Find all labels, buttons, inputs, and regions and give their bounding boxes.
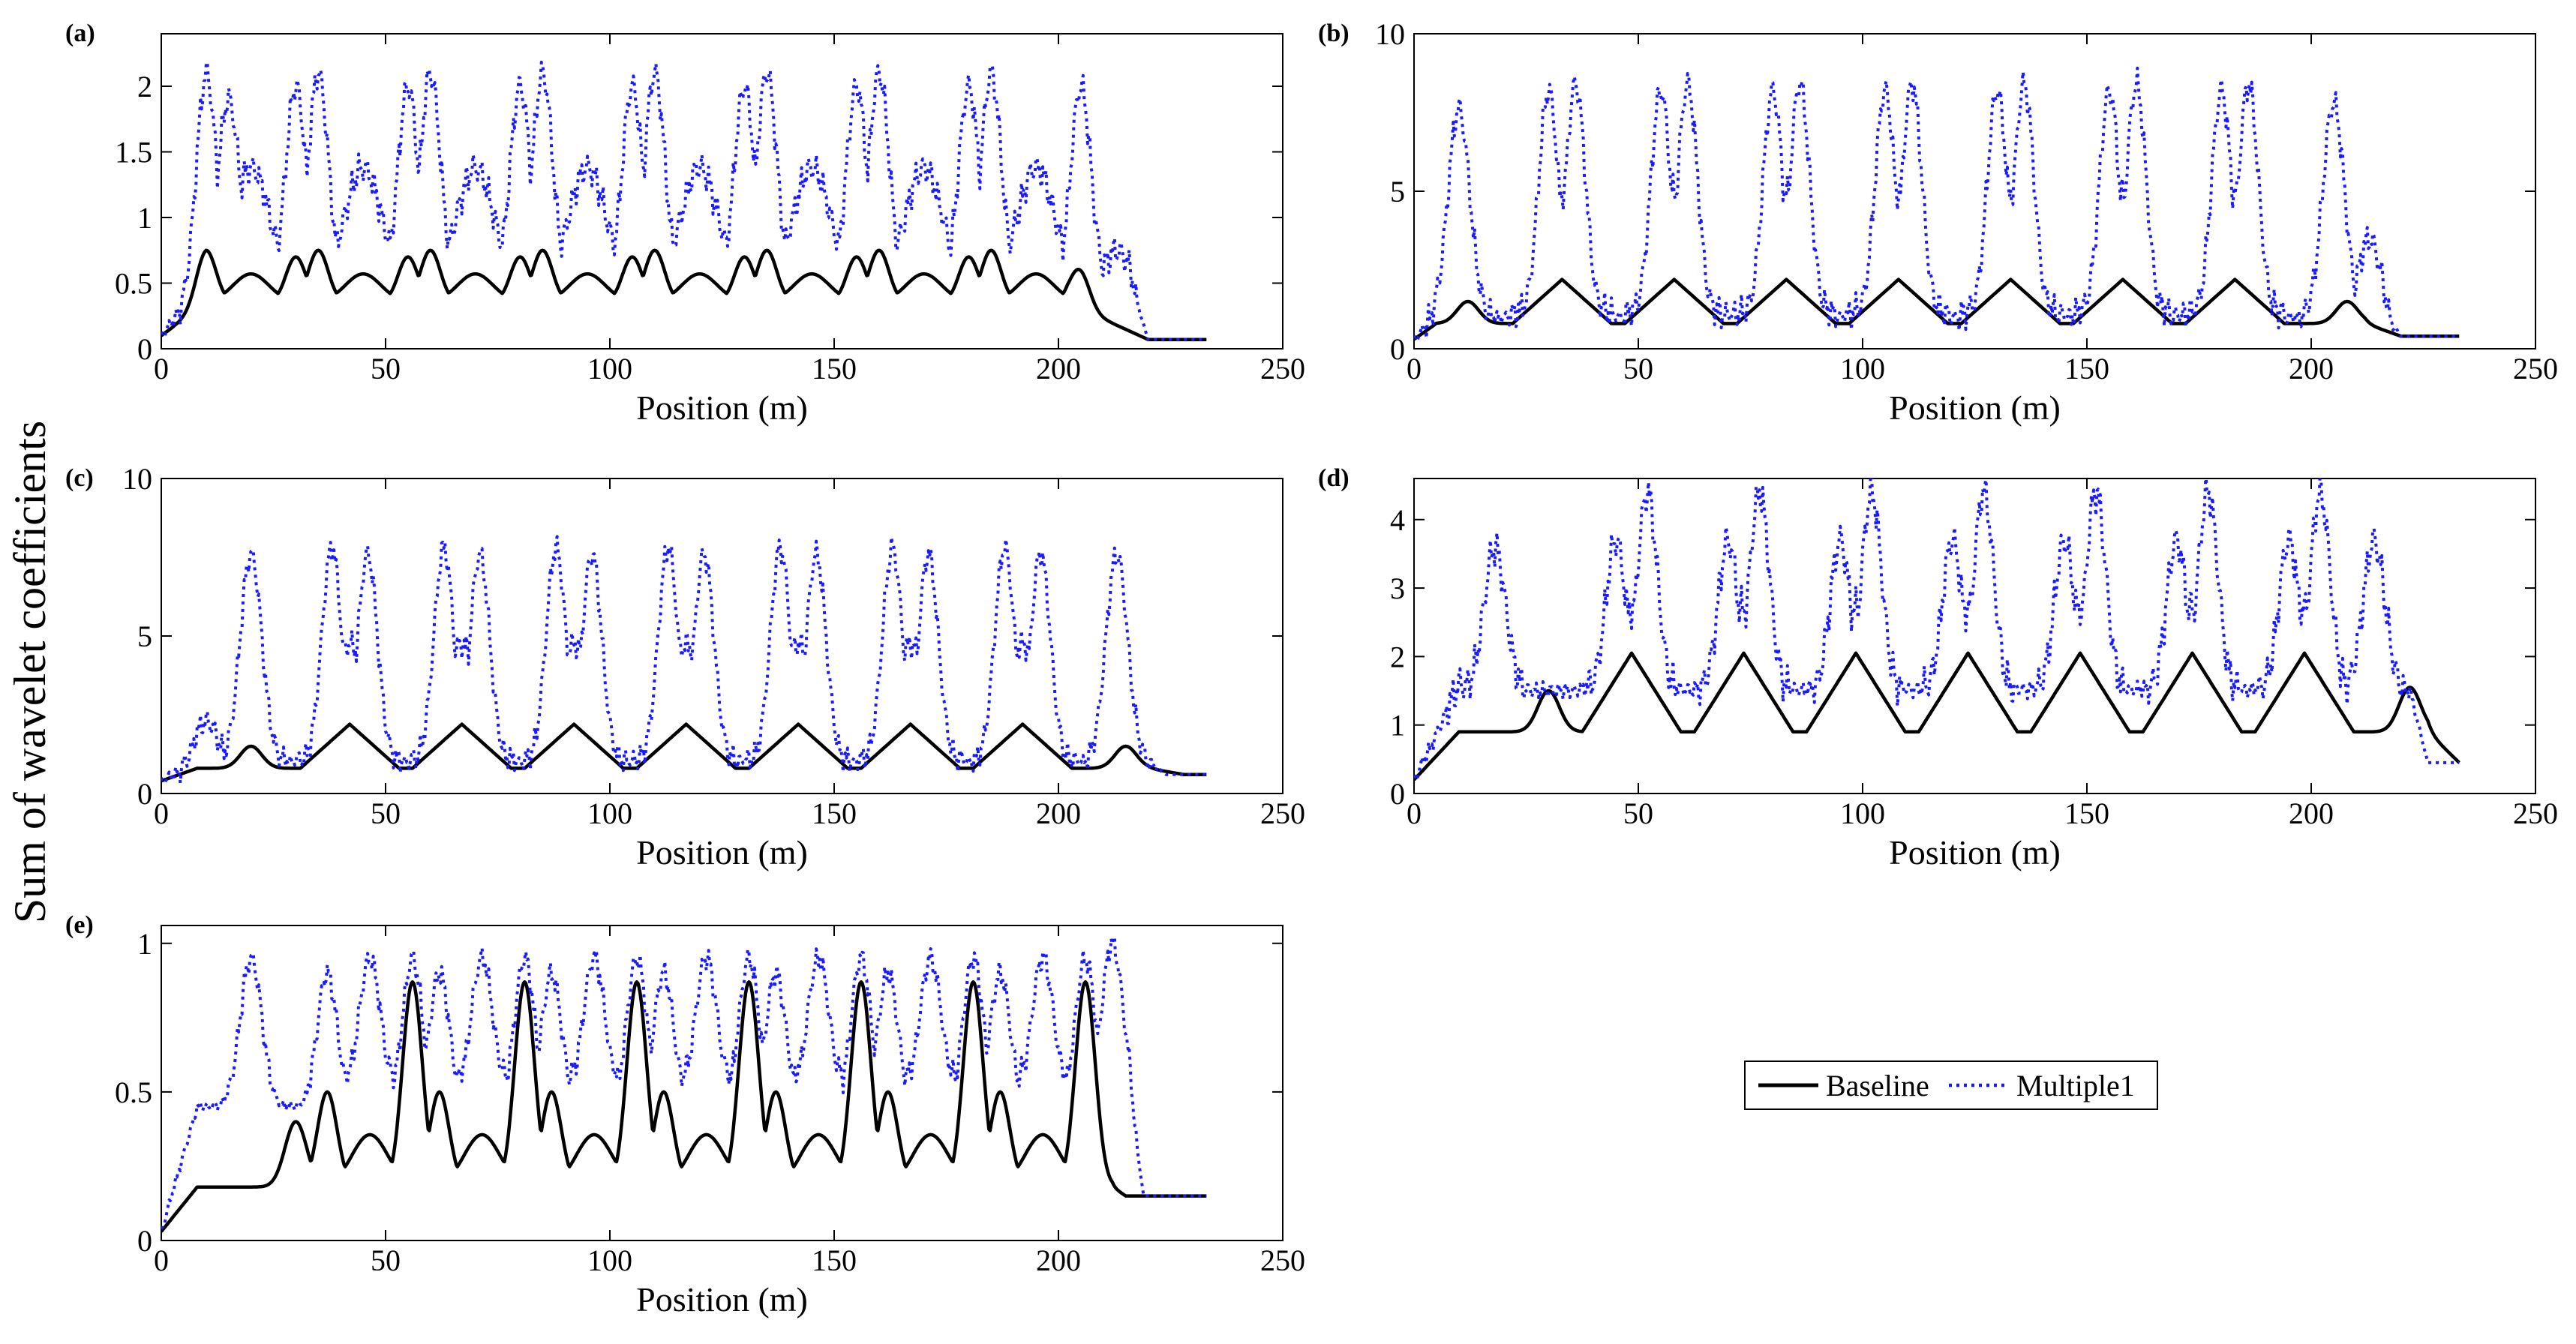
panel-e-xtick-label: 150 [812, 1244, 857, 1277]
panel-d-ytick-label: 4 [1390, 503, 1405, 537]
panel-a-series-baseline [161, 248, 1208, 342]
panel-a-ytick-label: 1 [137, 201, 152, 235]
panel-b-xtick-label: 150 [2064, 352, 2109, 386]
panel-a-ytick-label: 0.5 [115, 267, 152, 301]
panel-b-label: (b) [1318, 20, 1350, 47]
panel-c-ytick-label: 10 [122, 462, 152, 496]
panel-e-ytick-label: 1 [137, 927, 152, 961]
panel-b-xtick-label: 50 [1623, 352, 1653, 386]
panel-c-xtick-label: 0 [154, 796, 169, 830]
panel-a-x-axis-label: Position (m) [636, 388, 808, 427]
panel-a-xtick-label: 100 [587, 352, 632, 386]
panel-c-ytick-label: 0 [137, 777, 152, 811]
panel-a-label: (a) [65, 20, 95, 47]
panel-c-xtick-label: 100 [587, 796, 632, 830]
panel-c-label: (c) [65, 464, 94, 492]
panel-c-xtick-label: 250 [1260, 796, 1305, 830]
panel-e-xtick-label: 200 [1036, 1244, 1081, 1277]
panel-a-series-multiple1 [161, 60, 1207, 341]
legend-label-multiple1: Multiple1 [2016, 1069, 2135, 1102]
panel-a-xtick-label: 0 [154, 352, 169, 386]
panel-a: 0 50 100 150 200 250 0 0.5 1 1.5 2 Position (m) (a) [65, 20, 1305, 427]
panel-a-ytick-label: 0 [137, 332, 152, 366]
panel-b-xtick-label: 200 [2289, 352, 2334, 386]
panel-a-xtick-label: 200 [1036, 352, 1081, 386]
panel-b-xtick-label: 100 [1840, 352, 1885, 386]
panel-b-ytick-label: 5 [1390, 175, 1405, 208]
panel-b-xtick-label: 0 [1407, 352, 1422, 386]
panel-c-ytick-label: 5 [137, 620, 152, 653]
panel-b-ytick-label: 10 [1375, 17, 1405, 51]
panel-e-axes-box [161, 925, 1283, 1241]
panel-b-x-axis-label: Position (m) [1889, 388, 2061, 427]
panel-d-series-baseline [1414, 651, 2460, 782]
panel-e-xtick-label: 250 [1260, 1244, 1305, 1277]
panel-d-axes-box [1413, 478, 2536, 794]
panel-e-xtick-label: 0 [154, 1244, 169, 1277]
panel-d-xtick-label: 0 [1407, 796, 1422, 830]
panel-b-series-multiple1 [1414, 66, 2460, 342]
panel-d-xtick-label: 200 [2289, 796, 2334, 830]
panel-e-xtick-label: 50 [371, 1244, 401, 1277]
panel-e-label: (e) [65, 911, 94, 939]
figure-y-axis-label: Sum of wavelet coefficients [5, 421, 55, 923]
panel-a-ytick-label: 2 [137, 70, 152, 104]
panel-e-series-baseline [161, 980, 1208, 1233]
panel-c-series-baseline [161, 722, 1208, 783]
panel-c-xtick-label: 150 [812, 796, 857, 830]
panel-c-series-multiple1 [161, 535, 1207, 784]
panel-b-xtick-label: 250 [2513, 352, 2558, 386]
panel-e-xtick-label: 100 [587, 1244, 632, 1277]
legend-label-baseline: Baseline [1826, 1069, 1929, 1102]
panel-a-xtick-label: 50 [371, 352, 401, 386]
panel-d: 0 50 100 150 200 250 0 1 2 3 4 Position (m) (d) [1318, 464, 2558, 872]
panel-b-ytick-label: 0 [1390, 332, 1405, 366]
panel-d-x-axis-label: Position (m) [1889, 833, 2061, 872]
panel-d-xtick-label: 100 [1840, 796, 1885, 830]
panel-a-ytick-label: 1.5 [115, 136, 152, 170]
panel-d-ytick-label: 2 [1390, 640, 1405, 674]
panel-e-series-multiple1 [161, 935, 1207, 1230]
panel-e-ytick-label: 0.5 [115, 1076, 152, 1109]
panel-e: 0 50 100 150 200 250 0 0.5 1 Position (m) (e) [65, 911, 1305, 1318]
legend: Baseline Multiple1 [1744, 1060, 2158, 1110]
panel-e-ytick-label: 0 [137, 1224, 152, 1258]
panel-a-xtick-label: 250 [1260, 352, 1305, 386]
panel-c-xtick-label: 200 [1036, 796, 1081, 830]
panel-a-xtick-label: 150 [812, 352, 857, 386]
panel-b: 0 50 100 150 200 250 0 5 10 Position (m) (b) [1318, 17, 2558, 427]
panel-a-axes-box [161, 33, 1283, 350]
panel-c: 0 50 100 150 200 250 0 5 10 Position (m) (c) [65, 462, 1305, 872]
panel-c-x-axis-label: Position (m) [636, 833, 808, 872]
panel-d-xtick-label: 150 [2064, 796, 2109, 830]
panel-c-xtick-label: 50 [371, 796, 401, 830]
panel-d-xtick-label: 50 [1623, 796, 1653, 830]
panel-d-label: (d) [1318, 464, 1350, 492]
panel-d-series-multiple1 [1414, 478, 2460, 781]
panel-d-xtick-label: 250 [2513, 796, 2558, 830]
panel-e-x-axis-label: Position (m) [636, 1280, 808, 1318]
panel-d-ytick-label: 0 [1390, 777, 1405, 811]
panel-d-ytick-label: 1 [1390, 709, 1405, 742]
panel-d-ytick-label: 3 [1390, 572, 1405, 605]
